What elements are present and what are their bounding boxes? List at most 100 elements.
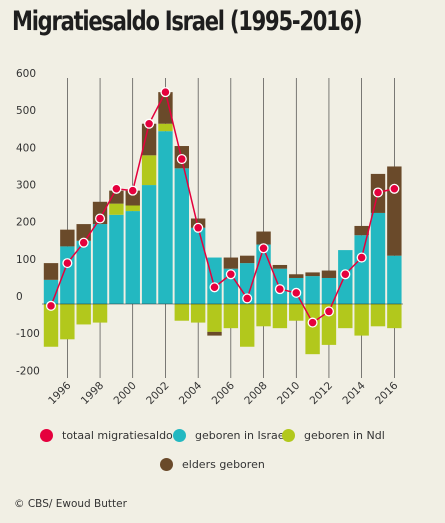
legend-item-elders: elders geboren bbox=[160, 458, 265, 471]
total-point-2011 bbox=[307, 317, 318, 328]
bar-geboren-in-ndl-2006 bbox=[223, 304, 239, 329]
legend-item-ndl: geboren in Ndl bbox=[282, 429, 385, 442]
bar-elders-geboren-2005 bbox=[207, 331, 222, 336]
total-point-2000 bbox=[127, 185, 138, 196]
bar-geboren-in-ndl-2002 bbox=[158, 123, 173, 132]
legend-label-elders: elders geboren bbox=[182, 458, 265, 471]
bar-elders-geboren-2006 bbox=[223, 257, 239, 269]
y-tick-label: 200 bbox=[16, 217, 36, 229]
bar-geboren-in-ndl-2004 bbox=[190, 304, 206, 323]
bar-geboren-in-ndl-1995 bbox=[43, 304, 59, 347]
total-point-2004 bbox=[193, 222, 204, 233]
bar-geboren-in-israel-2005 bbox=[207, 257, 222, 304]
bar-geboren-in-ndl-2003 bbox=[174, 304, 189, 321]
total-point-2009 bbox=[274, 284, 285, 295]
x-tick-label: 2010 bbox=[275, 380, 302, 407]
total-point-2013 bbox=[340, 269, 351, 280]
y-tick-label: 100 bbox=[16, 254, 36, 266]
bar-geboren-in-ndl-2010 bbox=[289, 304, 304, 321]
total-point-2005 bbox=[209, 282, 220, 293]
x-tick-label: 2014 bbox=[340, 379, 368, 407]
legend-dot-ndl bbox=[282, 429, 295, 442]
bar-geboren-in-israel-2014 bbox=[354, 235, 369, 304]
bar-geboren-in-ndl-2016 bbox=[387, 304, 402, 329]
total-migration-line bbox=[50, 90, 395, 324]
bar-elders-geboren-2010 bbox=[289, 274, 304, 278]
bar-geboren-in-israel-1999 bbox=[109, 214, 124, 304]
bar-geboren-in-ndl-1997 bbox=[76, 304, 91, 325]
bar-geboren-in-israel-2000 bbox=[125, 211, 140, 304]
y-tick-label: 400 bbox=[16, 142, 36, 154]
total-point-2007 bbox=[242, 293, 253, 304]
y-tick-label: 500 bbox=[16, 105, 36, 117]
total-point-2010 bbox=[291, 287, 302, 298]
bar-geboren-in-ndl-2013 bbox=[338, 304, 353, 329]
bar-geboren-in-ndl-2009 bbox=[272, 304, 288, 329]
bar-elders-geboren-2009 bbox=[272, 264, 288, 269]
bar-geboren-in-ndl-2000 bbox=[125, 205, 140, 212]
bar-geboren-in-ndl-2014 bbox=[354, 304, 369, 336]
bar-geboren-in-israel-2015 bbox=[370, 212, 386, 304]
bar-elders-geboren-2014 bbox=[354, 225, 369, 236]
bar-geboren-in-israel-2008 bbox=[256, 244, 271, 304]
bar-elders-geboren-2001 bbox=[141, 123, 157, 156]
y-tick-label: 300 bbox=[16, 179, 36, 191]
bar-geboren-in-ndl-2015 bbox=[370, 304, 386, 327]
bar-geboren-in-israel-1997 bbox=[76, 240, 91, 304]
y-tick-label: -100 bbox=[16, 328, 40, 340]
legend-label-total: totaal migratiesaldo bbox=[62, 429, 173, 442]
bar-geboren-in-israel-2001 bbox=[141, 185, 157, 304]
bar-geboren-in-israel-2002 bbox=[158, 131, 173, 304]
total-point-1998 bbox=[95, 213, 106, 224]
bar-geboren-in-israel-2012 bbox=[321, 277, 337, 304]
legend-dot-total bbox=[40, 429, 53, 442]
bar-geboren-in-ndl-1999 bbox=[109, 203, 124, 215]
total-point-2016 bbox=[389, 183, 400, 194]
bar-geboren-in-ndl-1998 bbox=[92, 304, 108, 323]
total-point-1996 bbox=[62, 258, 73, 269]
y-tick-label: 600 bbox=[16, 68, 36, 80]
total-point-2003 bbox=[176, 153, 187, 165]
x-tick-label: 1998 bbox=[79, 380, 106, 407]
bar-geboren-in-ndl-1996 bbox=[60, 304, 75, 340]
total-point-1999 bbox=[111, 183, 122, 194]
legend-item-total: totaal migratiesaldo bbox=[40, 429, 173, 442]
legend-dot-israel bbox=[173, 429, 186, 442]
bar-elders-geboren-1996 bbox=[60, 229, 75, 247]
total-point-2001 bbox=[144, 118, 155, 129]
bar-elders-geboren-2000 bbox=[125, 190, 140, 206]
bar-elders-geboren-2012 bbox=[321, 270, 337, 278]
chart-title: Migratiesaldo Israel (1995-2016) bbox=[12, 6, 363, 37]
x-tick-label: 2012 bbox=[308, 380, 335, 407]
bar-geboren-in-ndl-2008 bbox=[256, 304, 271, 327]
total-point-2012 bbox=[323, 306, 335, 317]
x-tick-label: 2006 bbox=[210, 379, 238, 407]
bar-geboren-in-ndl-2011 bbox=[305, 304, 320, 355]
total-point-2006 bbox=[225, 269, 236, 280]
legend-item-israel: geboren in Israel bbox=[173, 429, 288, 442]
total-point-2008 bbox=[258, 243, 269, 254]
bar-geboren-in-israel-2011 bbox=[305, 276, 320, 304]
bar-elders-geboren-2016 bbox=[387, 166, 402, 256]
bar-elders-geboren-2011 bbox=[305, 272, 320, 277]
bar-geboren-in-ndl-2001 bbox=[141, 155, 157, 186]
legend-label-israel: geboren in Israel bbox=[195, 429, 288, 442]
legend-dot-elders bbox=[160, 458, 173, 471]
total-point-1997 bbox=[78, 237, 89, 248]
total-point-1995 bbox=[45, 300, 57, 311]
total-point-2014 bbox=[356, 252, 367, 263]
y-tick-label: 0 bbox=[16, 291, 23, 303]
total-point-2015 bbox=[372, 187, 384, 198]
bar-elders-geboren-2008 bbox=[256, 231, 271, 245]
bar-geboren-in-israel-2004 bbox=[190, 227, 206, 304]
x-tick-label: 2000 bbox=[111, 380, 138, 407]
bar-geboren-in-israel-2003 bbox=[174, 168, 189, 304]
bar-elders-geboren-1995 bbox=[43, 263, 59, 280]
x-tick-label: 2002 bbox=[144, 380, 171, 407]
bar-geboren-in-ndl-2007 bbox=[240, 304, 255, 347]
y-tick-label: -200 bbox=[16, 365, 40, 377]
x-tick-label: 2016 bbox=[373, 379, 401, 407]
x-tick-label: 2008 bbox=[242, 380, 269, 407]
bar-geboren-in-israel-2016 bbox=[387, 255, 402, 304]
